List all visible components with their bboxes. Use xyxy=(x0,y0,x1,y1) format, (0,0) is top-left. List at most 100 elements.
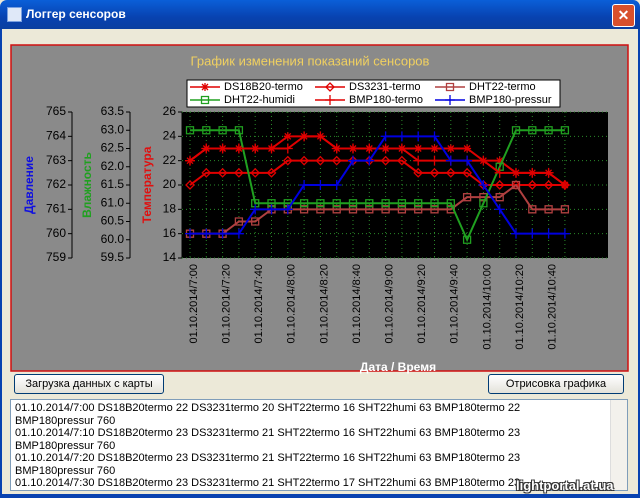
y2-tick-label: 61.0 xyxy=(101,195,125,209)
legend-marker xyxy=(325,82,335,92)
data-point xyxy=(266,204,277,215)
data-point xyxy=(185,180,195,190)
data-point xyxy=(462,235,472,244)
data-point xyxy=(397,205,407,214)
load-button[interactable]: Загрузка данных с карты xyxy=(14,374,164,394)
legend-label: DHT22-humidi xyxy=(224,94,295,106)
series-line xyxy=(190,183,565,235)
data-point xyxy=(543,167,554,178)
data-point xyxy=(528,205,537,214)
x-tick-label: 01.10.2014/7:40 xyxy=(253,264,265,344)
data-point xyxy=(315,180,326,190)
log-line: BMP180pressur 760 xyxy=(15,414,116,427)
data-point xyxy=(413,131,424,142)
y2-tick-label: 61.5 xyxy=(101,177,125,191)
data-point xyxy=(527,167,538,178)
data-point xyxy=(299,131,310,142)
y2-tick-label: 60.0 xyxy=(101,232,125,246)
y-tick-label: 16 xyxy=(163,226,177,240)
data-point xyxy=(527,228,538,239)
data-point xyxy=(315,155,326,166)
legend-marker xyxy=(201,83,209,91)
data-point xyxy=(266,167,277,178)
data-point xyxy=(527,180,538,190)
data-point xyxy=(233,167,244,178)
y2-tick-label: 62.5 xyxy=(101,141,125,155)
data-point xyxy=(348,199,358,208)
legend-label: DHT22-termo xyxy=(469,81,536,93)
legend-label: BMP180-pressur xyxy=(469,94,552,106)
y2-axis-title: Влажность xyxy=(80,152,94,218)
log-textbox[interactable]: 01.10.2014/7:00 DS18B20termo 22 DS3231te… xyxy=(10,399,628,491)
data-point xyxy=(185,228,195,239)
data-point xyxy=(544,126,553,135)
data-point xyxy=(201,228,212,239)
close-button[interactable]: ✕ xyxy=(612,4,635,27)
y3-tick-label: 760 xyxy=(46,226,66,240)
data-point xyxy=(511,228,521,239)
data-point xyxy=(380,155,391,166)
data-point xyxy=(315,131,326,142)
data-point xyxy=(430,144,439,153)
y-axis-title: Температура xyxy=(140,146,154,223)
y3-tick-label: 761 xyxy=(46,202,66,216)
data-point xyxy=(217,167,228,178)
data-point xyxy=(478,180,489,190)
data-point xyxy=(429,155,440,166)
data-point xyxy=(234,126,244,135)
data-point xyxy=(282,143,293,154)
data-point xyxy=(299,180,310,190)
data-point xyxy=(430,205,439,214)
x-tick-label: 01.10.2014/8:00 xyxy=(286,264,298,344)
data-point xyxy=(185,229,195,238)
data-point xyxy=(446,199,455,208)
log-line: 01.10.2014/7:00 DS18B20termo 22 DS3231te… xyxy=(15,402,521,414)
y-tick-label: 24 xyxy=(163,129,177,143)
x-tick-label: 01.10.2014/8:20 xyxy=(318,264,330,344)
legend-marker xyxy=(445,95,455,105)
data-point xyxy=(430,199,439,208)
data-point xyxy=(365,199,374,208)
data-point xyxy=(559,180,570,190)
data-point xyxy=(478,155,489,166)
data-point xyxy=(462,193,472,202)
legend xyxy=(186,79,561,108)
data-point xyxy=(445,155,456,166)
data-point xyxy=(511,167,521,178)
x-tick-label: 01.10.2014/7:20 xyxy=(221,264,233,344)
data-point xyxy=(494,167,505,178)
data-point xyxy=(299,199,309,208)
log-line: 01.10.2014/7:20 DS18B20termo 23 DS3231te… xyxy=(15,452,521,464)
data-point xyxy=(429,167,440,178)
y-tick-label: 14 xyxy=(163,250,177,264)
data-point xyxy=(495,193,504,202)
log-line: 01.10.2014/7:30 DS18B20termo 23 DS3231te… xyxy=(15,477,521,489)
y3-tick-label: 763 xyxy=(46,153,66,167)
data-point xyxy=(381,205,390,214)
data-point xyxy=(331,143,342,154)
data-point xyxy=(202,229,211,238)
scrollbar[interactable] xyxy=(610,400,627,490)
series-line xyxy=(190,129,565,243)
y2-tick-label: 63.0 xyxy=(101,122,125,136)
data-point xyxy=(266,143,277,154)
log-line: BMP180pressur 760 xyxy=(15,439,116,452)
data-point xyxy=(429,131,440,142)
y-tick-label: 20 xyxy=(163,177,177,191)
data-point xyxy=(380,143,391,154)
y-tick-label: 26 xyxy=(163,104,177,118)
draw-button[interactable]: Отрисовка графика xyxy=(488,374,624,394)
data-point xyxy=(543,180,554,190)
data-point xyxy=(251,217,260,226)
x-axis-title: Дата / Время xyxy=(360,360,436,374)
y3-tick-label: 762 xyxy=(46,177,66,191)
x-tick-label: 01.10.2014/9:40 xyxy=(449,264,461,344)
data-point xyxy=(348,143,358,154)
log-line: BMP180pressur 760 xyxy=(15,464,116,477)
x-tick-label: 01.10.2014/9:00 xyxy=(384,264,396,344)
data-point xyxy=(299,155,310,166)
x-tick-label: 01.10.2014/10:20 xyxy=(514,264,526,350)
data-point xyxy=(283,132,292,141)
series-line xyxy=(189,159,565,186)
data-point xyxy=(495,156,504,165)
